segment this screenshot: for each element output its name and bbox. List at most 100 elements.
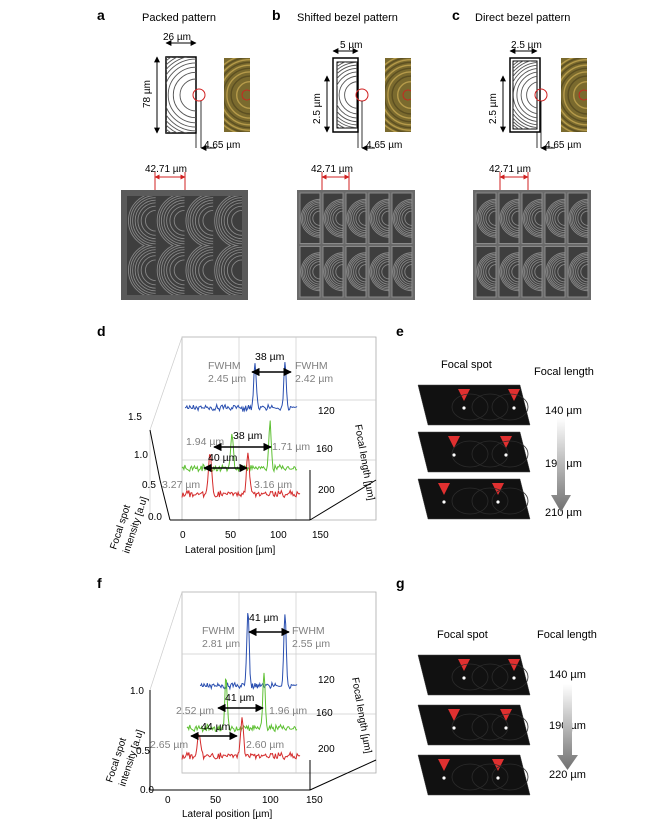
- sem-ring: [323, 252, 343, 292]
- sem-ring: [130, 196, 154, 246]
- sem-ring: [552, 205, 565, 232]
- fwhm-value: 3.27 µm: [162, 479, 200, 491]
- sem-ring: [312, 264, 320, 280]
- sem-ring: [397, 203, 412, 234]
- focal-length-heading: Focal length: [537, 629, 597, 641]
- sem-ring: [500, 253, 519, 290]
- sem-ring: [326, 255, 343, 289]
- thumbnail-ring: [236, 81, 250, 109]
- y-tick-label: 0.5: [136, 746, 150, 757]
- thumbnail-ring: [563, 71, 587, 119]
- focal-spot-heading: Focal spot: [441, 359, 492, 371]
- sem-ring: [395, 201, 412, 235]
- sem-ring: [220, 249, 242, 292]
- x-tick-label: 150: [306, 795, 323, 806]
- sem-ring: [499, 252, 519, 292]
- sem-ring: [523, 253, 542, 290]
- sem-ring: [479, 201, 496, 235]
- axis-line: [309, 759, 377, 791]
- sem-ring: [580, 210, 588, 226]
- zone-ring: [179, 78, 196, 112]
- sem-ring: [488, 210, 496, 226]
- panel-c: c Direct bezel pattern 2.5 µm 2.5 µm 4.6…: [452, 7, 591, 300]
- spot-arrow: [500, 436, 512, 448]
- z-axis-label: Focal length [µm]: [349, 677, 373, 755]
- sem-ring: [355, 207, 366, 229]
- sem-ring: [577, 261, 588, 283]
- thumbnail-ring: [224, 59, 250, 131]
- peak-separation-label: 38 µm: [255, 351, 285, 363]
- sem-ring: [568, 198, 588, 238]
- sem-ring: [534, 264, 542, 280]
- gap-label: 4.65 µm: [545, 140, 581, 151]
- sem-ring: [525, 255, 542, 289]
- highlight-circle: [241, 89, 250, 101]
- blue-trace: [199, 613, 298, 691]
- sem-ring: [130, 245, 154, 295]
- sem-ring: [301, 200, 320, 237]
- sem-ring: [499, 198, 519, 238]
- panel-letter: e: [396, 323, 404, 339]
- focal-length-value: 210 µm: [545, 507, 582, 519]
- sem-ring: [523, 200, 542, 237]
- sem-ring: [488, 264, 496, 280]
- sem-ring: [557, 210, 565, 226]
- y-tick-label: 0.0: [140, 785, 154, 796]
- sem-ring: [328, 203, 343, 234]
- sem-ring: [156, 245, 175, 295]
- diffraction-ring: [471, 393, 509, 421]
- sem-ring: [218, 197, 242, 245]
- zone-ring: [344, 81, 357, 109]
- blue-trace: [184, 362, 298, 413]
- diffraction-ring: [491, 487, 529, 515]
- panel-b: b Shifted bezel pattern 5 µm 2.5 µm 4.65…: [272, 7, 415, 300]
- panel-letter: b: [272, 7, 281, 23]
- sem-ring: [137, 202, 156, 240]
- fwhm-value: 3.16 µm: [254, 479, 292, 491]
- sem-ring: [332, 207, 343, 229]
- z-tick-label: 200: [318, 485, 335, 496]
- sem-ring: [158, 245, 183, 295]
- spot-arrow: [448, 436, 460, 448]
- lens-cell: [165, 56, 197, 134]
- spot-arrow: [438, 759, 450, 771]
- sem-ring: [300, 198, 320, 238]
- diffraction-ring: [491, 663, 529, 691]
- sem-ring: [397, 256, 412, 287]
- sem-ring: [393, 200, 412, 237]
- highlight-circle: [578, 89, 587, 101]
- axis-line: [149, 429, 161, 481]
- zone-ring: [513, 68, 537, 122]
- sem-ring: [353, 258, 366, 285]
- sem-ring: [392, 198, 412, 238]
- x-tick-label: 150: [312, 530, 329, 541]
- z-tick-label: 200: [318, 744, 335, 755]
- sem-ring: [525, 201, 542, 235]
- sem-ring: [522, 252, 542, 292]
- panel-letter: g: [396, 575, 405, 591]
- thumbnail-ring: [561, 67, 587, 123]
- x-tick-label: 50: [225, 530, 237, 541]
- panel-title: Direct bezel pattern: [475, 12, 570, 24]
- sem-ring: [328, 256, 343, 287]
- sem-ring: [548, 201, 565, 235]
- sem-ring: [522, 198, 542, 238]
- focal-spot-image: [417, 754, 531, 796]
- sem-ring: [554, 207, 565, 229]
- thumbnail-ring: [397, 81, 411, 109]
- sem-ring: [372, 201, 389, 235]
- sem-ring: [554, 261, 565, 283]
- sem-ring: [511, 210, 519, 226]
- red-trace: [181, 452, 301, 499]
- sem-ring: [506, 258, 519, 285]
- focal-spot: [512, 676, 516, 680]
- zone-ring: [338, 75, 357, 115]
- focal-length-value: 140 µm: [549, 669, 586, 681]
- sem-ring: [508, 261, 519, 283]
- sem-ring: [226, 205, 242, 236]
- sem-ring: [158, 196, 183, 246]
- focal-spot: [452, 726, 456, 730]
- sem-ring: [355, 261, 366, 283]
- sem-ring: [481, 203, 496, 234]
- z-tick-label: 120: [318, 675, 335, 686]
